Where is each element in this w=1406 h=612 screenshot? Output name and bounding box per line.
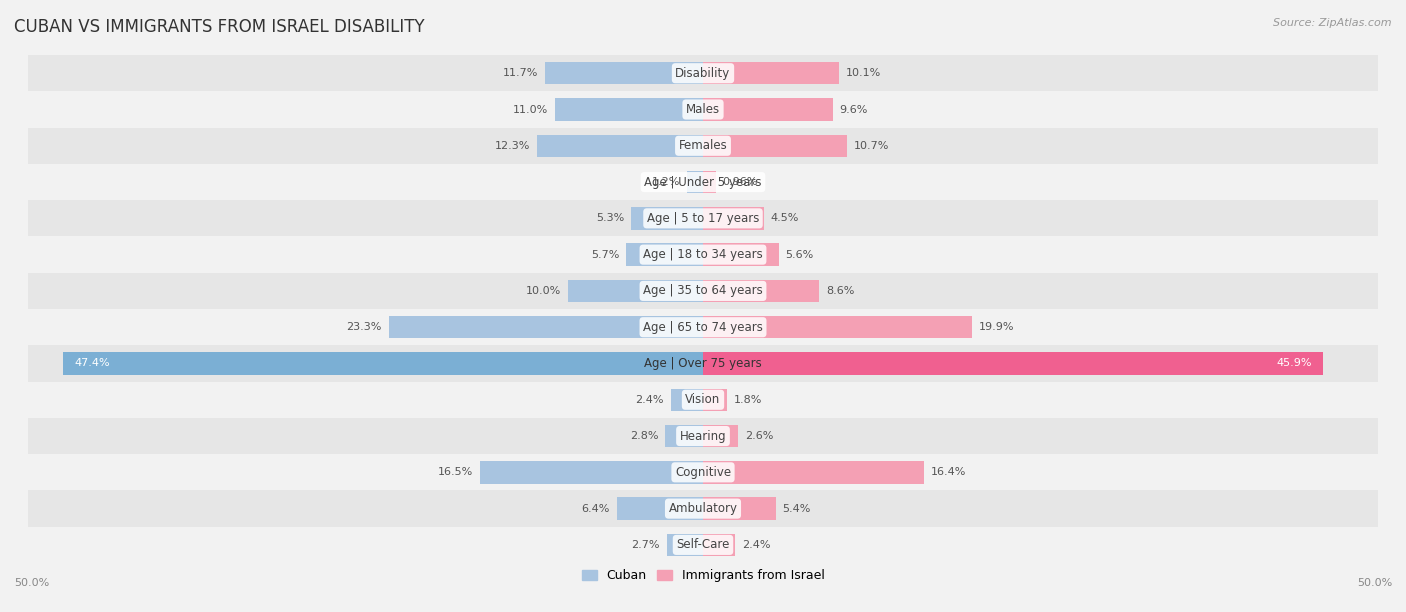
Bar	[617, 498, 703, 520]
Text: Self-Care: Self-Care	[676, 539, 730, 551]
Text: Females: Females	[679, 140, 727, 152]
Bar	[568, 280, 703, 302]
Bar	[28, 345, 1378, 382]
Text: 2.4%: 2.4%	[636, 395, 664, 405]
Text: Age | Under 5 years: Age | Under 5 years	[644, 176, 762, 188]
Bar	[28, 418, 1378, 454]
Bar	[554, 99, 703, 121]
Text: Source: ZipAtlas.com: Source: ZipAtlas.com	[1274, 18, 1392, 28]
Bar	[28, 382, 1378, 418]
Bar	[28, 236, 1378, 273]
Text: CUBAN VS IMMIGRANTS FROM ISRAEL DISABILITY: CUBAN VS IMMIGRANTS FROM ISRAEL DISABILI…	[14, 18, 425, 36]
Text: 5.7%: 5.7%	[591, 250, 619, 259]
Bar	[703, 244, 779, 266]
Text: Age | Over 75 years: Age | Over 75 years	[644, 357, 762, 370]
Text: Age | 35 to 64 years: Age | 35 to 64 years	[643, 285, 763, 297]
Text: Vision: Vision	[685, 394, 721, 406]
Bar	[703, 135, 848, 157]
Text: 47.4%: 47.4%	[75, 359, 110, 368]
Bar	[665, 425, 703, 447]
Bar	[28, 454, 1378, 490]
Text: 2.4%: 2.4%	[742, 540, 770, 550]
Text: 2.8%: 2.8%	[630, 431, 658, 441]
Bar	[63, 353, 703, 375]
Text: Hearing: Hearing	[679, 430, 727, 442]
Text: 5.4%: 5.4%	[783, 504, 811, 513]
Text: 4.5%: 4.5%	[770, 214, 799, 223]
Text: Ambulatory: Ambulatory	[668, 502, 738, 515]
Bar	[703, 99, 832, 121]
Text: 10.0%: 10.0%	[526, 286, 561, 296]
Bar	[703, 62, 839, 84]
Bar	[28, 128, 1378, 164]
Text: 19.9%: 19.9%	[979, 322, 1014, 332]
Text: Cognitive: Cognitive	[675, 466, 731, 479]
Bar	[703, 353, 1323, 375]
Text: 9.6%: 9.6%	[839, 105, 868, 114]
Text: Males: Males	[686, 103, 720, 116]
Text: 10.7%: 10.7%	[855, 141, 890, 151]
Bar	[28, 55, 1378, 91]
Text: 45.9%: 45.9%	[1277, 359, 1312, 368]
Bar	[703, 425, 738, 447]
Bar	[28, 91, 1378, 128]
Bar	[28, 490, 1378, 527]
Text: 5.3%: 5.3%	[596, 214, 624, 223]
Text: Disability: Disability	[675, 67, 731, 80]
Text: Age | 5 to 17 years: Age | 5 to 17 years	[647, 212, 759, 225]
Text: 1.2%: 1.2%	[651, 177, 681, 187]
Bar	[703, 389, 727, 411]
Text: 16.4%: 16.4%	[931, 468, 966, 477]
Text: 50.0%: 50.0%	[1357, 578, 1392, 588]
Text: 12.3%: 12.3%	[495, 141, 530, 151]
Bar	[481, 461, 703, 483]
Bar	[28, 309, 1378, 345]
Bar	[28, 527, 1378, 563]
Text: 2.7%: 2.7%	[631, 540, 659, 550]
Bar	[546, 62, 703, 84]
Bar	[666, 534, 703, 556]
Bar	[703, 171, 716, 193]
Text: 2.6%: 2.6%	[745, 431, 773, 441]
Text: 1.8%: 1.8%	[734, 395, 762, 405]
Bar	[537, 135, 703, 157]
Bar	[703, 534, 735, 556]
Bar	[388, 316, 703, 338]
Legend: Cuban, Immigrants from Israel: Cuban, Immigrants from Israel	[576, 564, 830, 588]
Bar	[28, 200, 1378, 236]
Bar	[631, 207, 703, 230]
Bar	[703, 498, 776, 520]
Text: 10.1%: 10.1%	[846, 68, 882, 78]
Bar	[671, 389, 703, 411]
Bar	[28, 164, 1378, 200]
Bar	[703, 280, 820, 302]
Text: 16.5%: 16.5%	[439, 468, 474, 477]
Text: 11.0%: 11.0%	[513, 105, 548, 114]
Text: 5.6%: 5.6%	[786, 250, 814, 259]
Bar	[686, 171, 703, 193]
Bar	[703, 461, 924, 483]
Text: 8.6%: 8.6%	[825, 286, 855, 296]
Text: 6.4%: 6.4%	[582, 504, 610, 513]
Text: 50.0%: 50.0%	[14, 578, 49, 588]
Text: Age | 65 to 74 years: Age | 65 to 74 years	[643, 321, 763, 334]
Text: 0.96%: 0.96%	[723, 177, 758, 187]
Bar	[703, 316, 972, 338]
Bar	[626, 244, 703, 266]
Text: Age | 18 to 34 years: Age | 18 to 34 years	[643, 248, 763, 261]
Text: 23.3%: 23.3%	[346, 322, 382, 332]
Bar	[703, 207, 763, 230]
Bar	[28, 273, 1378, 309]
Text: 11.7%: 11.7%	[503, 68, 538, 78]
